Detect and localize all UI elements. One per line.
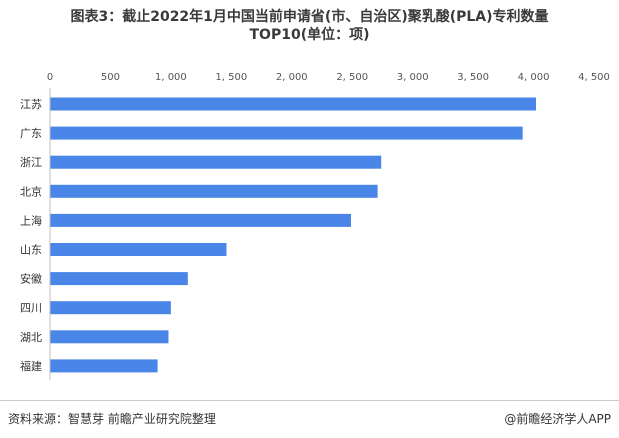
category-label: 上海 bbox=[20, 213, 42, 227]
brand-label: @前瞻经济学人APP bbox=[504, 410, 611, 427]
category-label: 浙江 bbox=[20, 156, 42, 169]
bar-福建 bbox=[50, 359, 158, 373]
chart-title-line1: 图表3：截止2022年1月中国当前申请省(市、自治区)聚乳酸(PLA)专利数量 bbox=[70, 9, 549, 25]
category-label: 四川 bbox=[20, 302, 42, 315]
bar-北京 bbox=[50, 184, 378, 198]
category-label: 江苏 bbox=[20, 98, 42, 111]
source-note: 资料来源：智慧芽 前瞻产业研究院整理 bbox=[8, 412, 216, 426]
x-tick-label: 4, 000 bbox=[518, 72, 550, 83]
bar-chart: 0 500 1, 000 1, 500 2, 000 2, 500 3, 000 3, 500… bbox=[20, 72, 610, 380]
category-label: 山东 bbox=[20, 244, 42, 257]
bar-湖北 bbox=[50, 330, 169, 344]
x-tick-label: 4, 500 bbox=[578, 72, 610, 83]
category-label: 安徽 bbox=[20, 272, 42, 286]
x-tick-label: 500 bbox=[101, 72, 120, 83]
x-tick-label: 0 bbox=[47, 72, 53, 83]
bar-江苏 bbox=[50, 97, 536, 111]
bar-浙江 bbox=[50, 155, 382, 169]
bar-上海 bbox=[50, 213, 352, 227]
x-tick-label: 1, 500 bbox=[215, 72, 247, 83]
category-label: 福建 bbox=[20, 359, 42, 373]
chart-title: 图表3：截止2022年1月中国当前申请省(市、自治区)聚乳酸(PLA)专利数量 … bbox=[0, 8, 619, 44]
chart-title-line2: TOP10(单位：项) bbox=[249, 27, 370, 43]
footer-divider bbox=[0, 400, 619, 401]
category-label: 湖北 bbox=[20, 331, 42, 344]
category-label: 北京 bbox=[20, 184, 42, 198]
bar-山东 bbox=[50, 243, 227, 256]
x-tick-label: 2, 000 bbox=[276, 72, 308, 83]
x-tick-label: 3, 500 bbox=[457, 72, 489, 83]
bar-广东 bbox=[50, 126, 523, 140]
x-tick-label: 1, 000 bbox=[155, 72, 187, 83]
bar-四川 bbox=[50, 301, 171, 315]
x-tick-label: 3, 000 bbox=[397, 72, 429, 83]
category-label: 广东 bbox=[20, 127, 42, 140]
x-tick-label: 2, 500 bbox=[336, 72, 368, 83]
bar-安徽 bbox=[50, 272, 188, 286]
brand-text: @前瞻经济学人APP bbox=[504, 412, 611, 426]
